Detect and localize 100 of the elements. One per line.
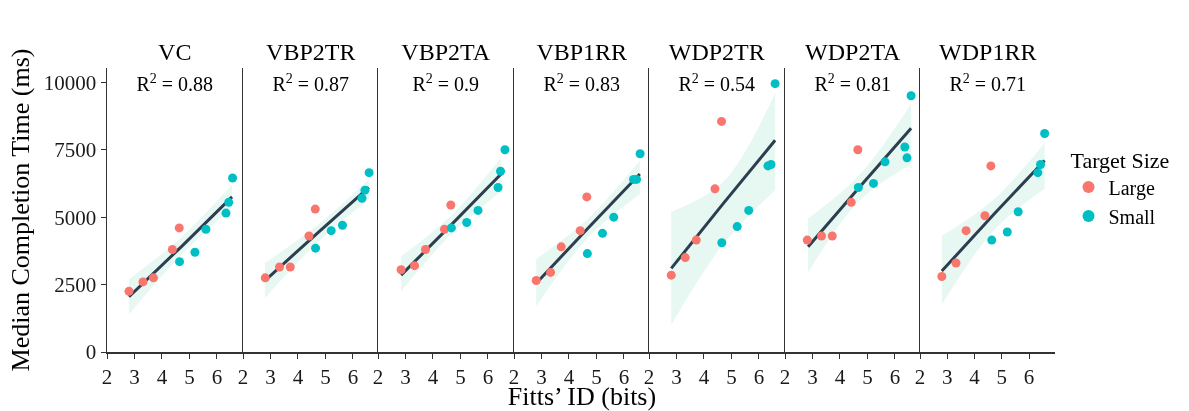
point: [531, 276, 541, 286]
chart-subtitle: R$^{2}$ = 0.88: [136, 70, 214, 96]
y-tick-label: 7500: [54, 138, 97, 163]
chart-subtitle: R$^{2}$ = 0.83: [542, 70, 620, 96]
x-tick-label: 2: [372, 364, 384, 389]
point: [581, 192, 591, 202]
point: [582, 249, 592, 259]
x-tick-label: 4: [834, 364, 846, 389]
chart-subtitle: R$^{2}$ = 0.9: [412, 70, 480, 96]
chart-title: WDP2TA: [804, 39, 901, 65]
point: [462, 218, 472, 228]
x-tick-label: 3: [264, 364, 276, 389]
x-tick-label: 2: [779, 364, 790, 389]
chart-title: VBP1RR: [535, 39, 627, 65]
y-axis-title: Median Completion Time (ms): [6, 48, 36, 372]
y-tick-label: 10000: [43, 70, 97, 95]
point: [410, 261, 420, 271]
y-tick-label: 0: [85, 340, 97, 365]
point: [175, 257, 185, 267]
x-tick-label: 4: [698, 364, 710, 389]
x-tick-label: 3: [400, 364, 411, 389]
point: [770, 79, 780, 89]
point: [201, 224, 211, 234]
point: [359, 185, 369, 195]
x-tick-label: 5: [455, 364, 466, 389]
x-tick-label: 2: [508, 364, 519, 389]
x-tick-label: 4: [292, 364, 304, 389]
chart-subtitle: R$^{2}$ = 0.71: [949, 70, 1027, 96]
legend-label: Large: [1108, 176, 1155, 200]
point: [1013, 207, 1023, 217]
x-tick-label: 4: [563, 364, 575, 389]
x-tick-label: 3: [129, 364, 140, 389]
point: [274, 262, 284, 272]
point: [396, 265, 406, 275]
x-tick-label: 6: [347, 364, 358, 389]
x-tick-label: 5: [590, 364, 602, 389]
chart-title: VBP2TA: [401, 39, 491, 65]
x-tick-label: 6: [482, 364, 494, 389]
point: [500, 145, 510, 155]
chart-subtitle: R$^{2}$ = 0.87: [271, 70, 349, 96]
point: [1040, 129, 1050, 139]
point: [732, 222, 742, 232]
point: [717, 116, 727, 126]
point: [802, 235, 812, 245]
legend-title: Target Size: [1070, 147, 1170, 173]
x-tick-label: 6: [753, 364, 765, 389]
point: [1002, 227, 1012, 237]
point: [827, 231, 837, 241]
x-tick-label: 2: [914, 364, 926, 389]
point: [951, 258, 961, 268]
point: [190, 247, 200, 257]
point: [167, 245, 177, 255]
point: [228, 173, 238, 183]
point: [493, 182, 503, 192]
chart-subtitle: R$^{2}$ = 0.81: [813, 70, 891, 96]
point: [364, 168, 374, 178]
x-tick-label: 3: [806, 364, 818, 389]
point: [446, 223, 456, 233]
point: [710, 184, 720, 194]
y-tick-label: 5000: [54, 205, 97, 230]
point: [597, 228, 607, 238]
point: [326, 226, 336, 236]
point: [310, 243, 320, 253]
point: [260, 273, 270, 283]
point: [980, 211, 990, 221]
point: [899, 142, 909, 152]
point: [901, 153, 911, 163]
chart-subtitle: R$^{2}$ = 0.54: [678, 70, 756, 96]
point: [337, 220, 347, 230]
point: [986, 161, 996, 171]
x-tick-label: 4: [427, 364, 439, 389]
x-tick-label: 2: [101, 364, 113, 389]
x-tick-label: 6: [1023, 364, 1035, 389]
point: [717, 238, 727, 248]
x-tick-label: 5: [319, 364, 331, 389]
chart-title: VC: [158, 39, 192, 65]
point: [224, 197, 234, 207]
y-tick-label: 2500: [54, 272, 97, 297]
point: [961, 226, 971, 236]
point: [285, 262, 295, 272]
point: [421, 245, 431, 255]
point: [148, 273, 158, 283]
x-tick-label: 5: [861, 364, 873, 389]
x-tick-label: 5: [726, 364, 737, 389]
x-tick-label: 5: [996, 364, 1008, 389]
point: [473, 205, 483, 215]
point: [174, 223, 184, 233]
point: [496, 166, 506, 176]
point: [635, 149, 645, 159]
chart-title: WDP2TR: [668, 39, 765, 65]
point: [221, 208, 231, 218]
point: [124, 286, 134, 296]
point: [852, 145, 862, 155]
point: [446, 200, 456, 210]
chart-title: VBP2TR: [265, 39, 355, 65]
point: [556, 242, 566, 252]
x-tick-label: 6: [211, 364, 223, 389]
point: [691, 235, 701, 245]
legend-label: Small: [1108, 205, 1156, 228]
point: [575, 226, 585, 236]
